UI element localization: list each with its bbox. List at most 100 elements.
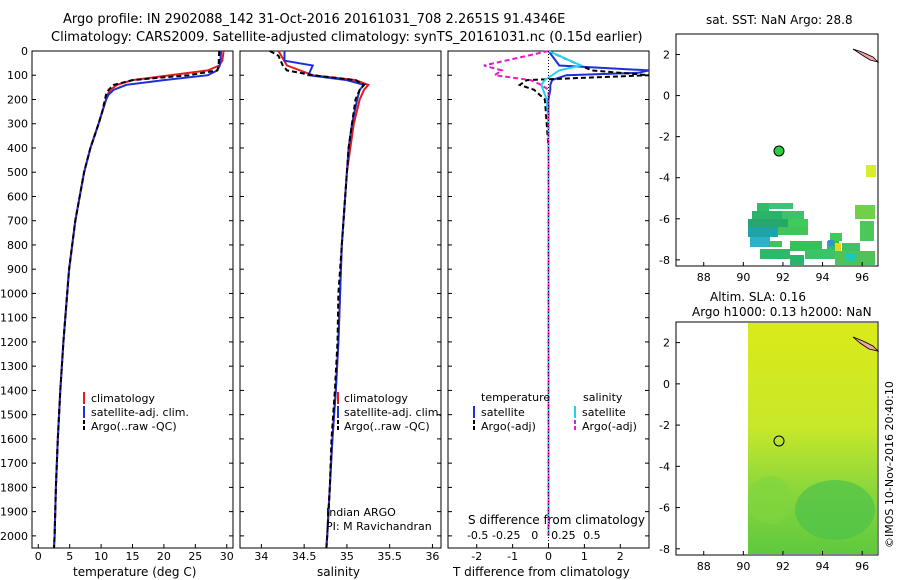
map-y-tick-label: -2 bbox=[659, 419, 670, 432]
sal-xlabel: salinity bbox=[317, 565, 360, 579]
map-y-tick-label: -8 bbox=[659, 254, 670, 267]
diff-s-tick-label: 0 bbox=[531, 529, 538, 542]
temp-x-tick-label: 30 bbox=[220, 550, 234, 563]
temp-legend: climatology satellite-adj. clim. Argo(..… bbox=[83, 392, 189, 433]
sal-note-1: Indian ARGO bbox=[326, 506, 396, 519]
map-y-tick-label: -4 bbox=[659, 460, 670, 473]
series-climatology bbox=[53, 50, 225, 549]
map-y-tick-label: -8 bbox=[659, 543, 670, 556]
series-satellite-adj-clim- bbox=[283, 51, 366, 549]
series-temperature-argo-adj- bbox=[517, 50, 650, 536]
sal-x-tick-label: 34.5 bbox=[292, 550, 317, 563]
map-y-tick-label: -6 bbox=[659, 502, 670, 515]
series-salinity-satellite bbox=[540, 50, 584, 536]
depth-tick-label: 1400 bbox=[0, 384, 28, 397]
sst-cell bbox=[828, 240, 834, 246]
map-x-tick-label: 96 bbox=[855, 560, 869, 573]
map-x-tick-label: 94 bbox=[816, 271, 830, 284]
temp-xlabel: temperature (deg C) bbox=[73, 565, 196, 579]
depth-tick-label: 1700 bbox=[0, 457, 28, 470]
sst-cell bbox=[748, 227, 778, 237]
temp-panel-frame bbox=[31, 50, 234, 549]
depth-axis: 0 100 200 300 400 500 600 700 800 900 1000 1100 1200… bbox=[0, 45, 649, 543]
depth-tick-label: 900 bbox=[7, 263, 28, 276]
depth-tick-label: 1500 bbox=[0, 409, 28, 422]
sst-cell bbox=[835, 243, 841, 251]
depth-tick-label: 1000 bbox=[0, 287, 28, 300]
depth-tick-label: 0 bbox=[21, 45, 28, 58]
sla-low-patch bbox=[795, 480, 875, 540]
legend-sal-satellite: satellite-adj. clim. bbox=[344, 406, 442, 419]
depth-tick-label: 1300 bbox=[0, 360, 28, 373]
legend-diff-t-sat: satellite bbox=[481, 406, 525, 419]
diff-x-tick-label: 0 bbox=[545, 550, 552, 563]
sal-panel-frame bbox=[239, 50, 442, 549]
depth-tick-label: 1200 bbox=[0, 336, 28, 349]
map-y-tick-label: 2 bbox=[663, 49, 670, 62]
legend-diff-t-argo: Argo(-adj) bbox=[481, 420, 536, 433]
header-line1: Argo profile: IN 2902088_142 31-Oct-2016… bbox=[63, 12, 565, 27]
depth-tick-label: 1800 bbox=[0, 481, 28, 494]
legend-sal-climatology: climatology bbox=[344, 392, 408, 405]
diff-xlabel: T difference from climatology bbox=[452, 565, 630, 579]
diff-s-tick-label: -0.25 bbox=[492, 529, 520, 542]
series-argo-raw-qc- bbox=[53, 50, 221, 549]
diff-s-tick-label: 0.5 bbox=[583, 529, 601, 542]
sst-cell bbox=[805, 249, 835, 259]
map-x-tick-label: 92 bbox=[776, 271, 790, 284]
legend-sal-argo: Argo(..raw -QC) bbox=[344, 420, 430, 433]
temp-x-tick-label: 20 bbox=[157, 550, 171, 563]
diff-s-tick-label: -0.5 bbox=[467, 529, 488, 542]
sst-cell bbox=[866, 165, 876, 177]
depth-tick-label: 1100 bbox=[0, 312, 28, 325]
map-y-tick-label: -2 bbox=[659, 131, 670, 144]
depth-tick-label: 1600 bbox=[0, 433, 28, 446]
map-x-tick-label: 94 bbox=[816, 560, 830, 573]
header-line2: Climatology: CARS2009. Satellite-adjuste… bbox=[51, 30, 643, 45]
depth-tick-label: 200 bbox=[7, 93, 28, 106]
sst-cell bbox=[860, 221, 874, 241]
series-satellite-adj-clim- bbox=[53, 50, 223, 549]
depth-tick-label: 100 bbox=[7, 69, 28, 82]
map-y-tick-label: -6 bbox=[659, 213, 670, 226]
diff-x-tick-label: -1 bbox=[507, 550, 518, 563]
sst-cell bbox=[752, 211, 782, 219]
sst-cell bbox=[778, 227, 808, 235]
sst-cell bbox=[769, 203, 793, 209]
depth-tick-label: 2000 bbox=[0, 530, 28, 543]
diff-s-axis: -0.5 -0.25 0 0.25 0.5 bbox=[467, 529, 601, 542]
map-x-tick-label: 90 bbox=[736, 271, 750, 284]
sst-cell bbox=[788, 219, 808, 227]
sst-map-title: sat. SST: NaN Argo: 28.8 bbox=[706, 13, 853, 27]
diff-top-label: S difference from climatology bbox=[468, 513, 645, 527]
sst-map-cells bbox=[748, 165, 876, 265]
sst-cell bbox=[782, 211, 804, 219]
sal-x-axis: 34 34.5 35 35.5 36 bbox=[254, 544, 439, 563]
series-temperature-satellite bbox=[547, 50, 650, 536]
depth-tick-label: 500 bbox=[7, 166, 28, 179]
sst-map-axes: 88 90 92 94 96 2 0 -2 -4 -6 -8 bbox=[659, 49, 869, 284]
diff-series bbox=[483, 50, 650, 536]
diff-s-tick-label: 0.25 bbox=[551, 529, 576, 542]
legend-diff-s-argo: Argo(-adj) bbox=[582, 420, 637, 433]
map-x-tick-label: 88 bbox=[697, 271, 711, 284]
map-x-tick-label: 92 bbox=[776, 560, 790, 573]
depth-tick-label: 800 bbox=[7, 239, 28, 252]
sal-x-tick-label: 35 bbox=[340, 550, 354, 563]
sst-cell bbox=[760, 249, 790, 259]
sst-cell bbox=[770, 241, 782, 247]
temp-series bbox=[53, 50, 225, 549]
sst-cell bbox=[855, 205, 875, 219]
legend-temp-title: temperature bbox=[481, 391, 550, 404]
depth-tick-label: 700 bbox=[7, 215, 28, 228]
diff-x-axis: -2 -1 0 1 2 bbox=[471, 544, 624, 563]
diff-x-tick-label: 2 bbox=[617, 550, 624, 563]
map-y-tick-label: 2 bbox=[663, 337, 670, 350]
sal-legend: climatology satellite-adj. clim. Argo(..… bbox=[326, 392, 442, 533]
series-climatology bbox=[277, 50, 371, 549]
sst-cell bbox=[748, 219, 788, 227]
sla-mid-patch bbox=[748, 476, 792, 524]
sal-note-2: PI: M Ravichandran bbox=[326, 520, 432, 533]
legend-climatology: climatology bbox=[91, 392, 155, 405]
temp-x-tick-label: 15 bbox=[126, 550, 140, 563]
